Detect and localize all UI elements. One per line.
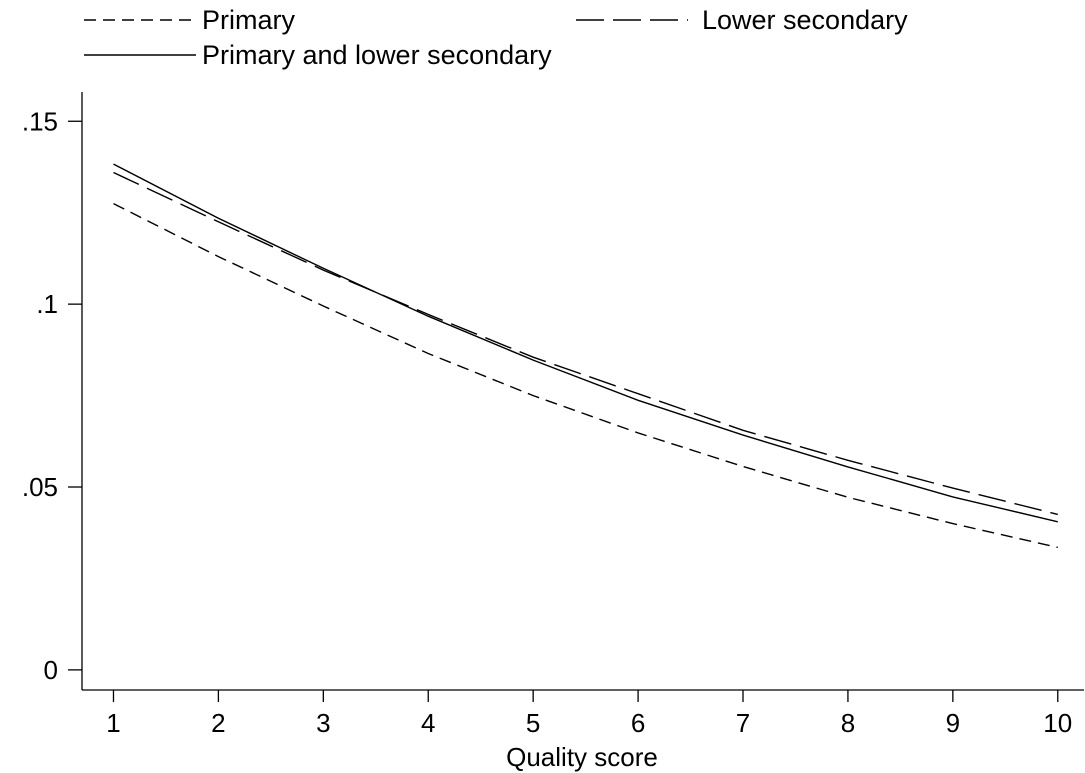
x-tick-label: 5 bbox=[526, 708, 540, 738]
legend-label: Primary and lower secondary bbox=[202, 40, 552, 70]
series-line-2 bbox=[113, 171, 1058, 516]
y-tick-label: 0 bbox=[44, 655, 58, 685]
y-tick-label: .1 bbox=[36, 289, 58, 319]
x-tick-label: 9 bbox=[946, 708, 960, 738]
x-axis-title: Quality score bbox=[506, 742, 658, 772]
x-tick-label: 6 bbox=[631, 708, 645, 738]
y-tick-label: .05 bbox=[22, 472, 58, 502]
x-tick-label: 2 bbox=[211, 708, 225, 738]
x-tick-label: 4 bbox=[421, 708, 435, 738]
x-tick-label: 8 bbox=[841, 708, 855, 738]
series-line-3 bbox=[113, 163, 1058, 523]
series-line-1 bbox=[113, 202, 1058, 549]
x-tick-label: 1 bbox=[106, 708, 120, 738]
legend-label: Lower secondary bbox=[702, 5, 908, 35]
legend-label: Primary bbox=[202, 5, 295, 35]
y-tick-label: .15 bbox=[22, 106, 58, 136]
chart-legend: Primary Lower secondary Primary and lower … bbox=[84, 5, 908, 70]
x-tick-label: 7 bbox=[736, 708, 750, 738]
x-tick-label: 3 bbox=[316, 708, 330, 738]
chart-axes: 0 .05 .1 .15 1 2 3 4 5 6 7 8 9 10 bbox=[22, 92, 1084, 738]
chart-series-layer bbox=[113, 163, 1058, 549]
x-tick-label: 10 bbox=[1043, 708, 1072, 738]
